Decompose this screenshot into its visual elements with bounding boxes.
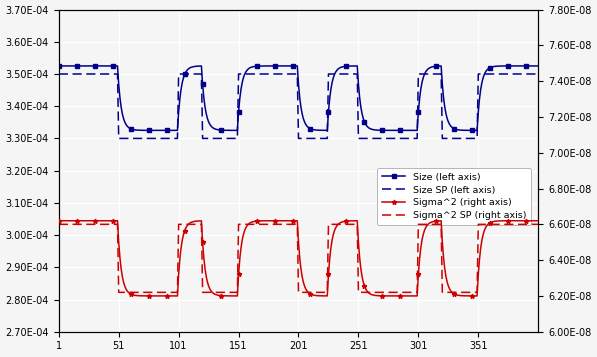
Sigma^2 SP (right axis)	[319, 290, 326, 295]
Sigma^2 SP (right axis)	[408, 290, 415, 295]
Sigma^2 (right axis)	[118, 266, 125, 271]
Sigma^2 (right axis)	[228, 294, 235, 298]
Sigma^2 (right axis)	[55, 218, 62, 223]
Size (left axis)	[414, 128, 421, 132]
Size SP (left axis)	[119, 136, 126, 141]
Sigma^2 SP (right axis)	[535, 222, 542, 226]
Size (left axis)	[118, 105, 125, 109]
Sigma^2 SP (right axis)	[229, 290, 236, 295]
Sigma^2 (right axis)	[361, 284, 368, 288]
Size SP (left axis)	[408, 136, 415, 141]
Size SP (left axis)	[319, 136, 326, 141]
Sigma^2 SP (right axis)	[297, 290, 304, 295]
Size (left axis)	[361, 120, 368, 124]
Size (left axis)	[55, 64, 62, 68]
Sigma^2 (right axis)	[407, 294, 414, 298]
Legend: Size (left axis), Size SP (left axis), Sigma^2 (right axis), Sigma^2 SP (right a: Size (left axis), Size SP (left axis), S…	[377, 168, 531, 225]
Size SP (left axis)	[229, 136, 236, 141]
Size (left axis)	[407, 128, 414, 132]
Line: Sigma^2 SP (right axis): Sigma^2 SP (right axis)	[59, 224, 538, 292]
Sigma^2 (right axis)	[414, 294, 421, 298]
Sigma^2 (right axis)	[318, 294, 325, 298]
Line: Size (left axis): Size (left axis)	[57, 64, 540, 132]
Sigma^2 SP (right axis)	[115, 290, 122, 295]
Size SP (left axis)	[535, 72, 542, 76]
Line: Sigma^2 (right axis): Sigma^2 (right axis)	[56, 218, 541, 298]
Sigma^2 (right axis)	[296, 255, 303, 260]
Size SP (left axis)	[55, 72, 62, 76]
Size SP (left axis)	[115, 136, 122, 141]
Sigma^2 (right axis)	[535, 218, 542, 223]
Size (left axis)	[296, 95, 303, 100]
Size SP (left axis)	[362, 136, 369, 141]
Sigma^2 SP (right axis)	[55, 222, 62, 226]
Size SP (left axis)	[297, 136, 304, 141]
Sigma^2 SP (right axis)	[362, 290, 369, 295]
Size (left axis)	[535, 64, 542, 68]
Size (left axis)	[318, 128, 325, 132]
Size (left axis)	[228, 128, 235, 132]
Line: Size SP (left axis): Size SP (left axis)	[59, 74, 538, 139]
Sigma^2 SP (right axis)	[119, 290, 126, 295]
